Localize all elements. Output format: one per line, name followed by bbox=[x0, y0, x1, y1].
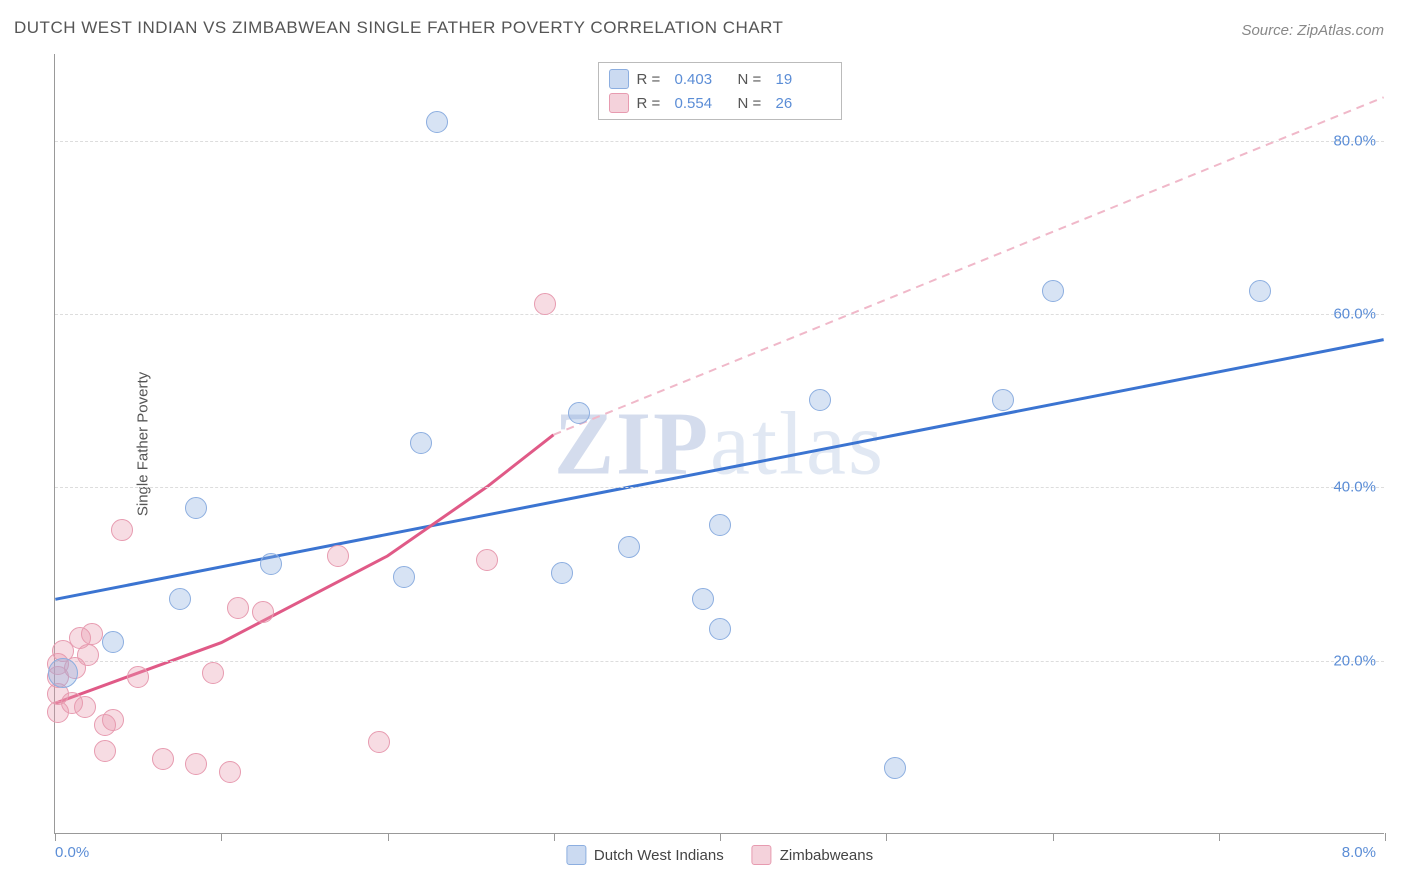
data-point bbox=[185, 753, 207, 775]
data-point bbox=[81, 623, 103, 645]
data-point bbox=[327, 545, 349, 567]
legend-item: Zimbabweans bbox=[752, 845, 873, 865]
x-tick bbox=[720, 833, 721, 841]
data-point bbox=[568, 402, 590, 424]
legend-n-value: 26 bbox=[776, 95, 831, 112]
data-point bbox=[252, 601, 274, 623]
data-point bbox=[111, 519, 133, 541]
data-point bbox=[476, 549, 498, 571]
data-point bbox=[884, 757, 906, 779]
data-point bbox=[1042, 280, 1064, 302]
gridline bbox=[55, 141, 1384, 142]
watermark: ZIPatlas bbox=[554, 392, 885, 495]
data-point bbox=[94, 740, 116, 762]
chart-title: DUTCH WEST INDIAN VS ZIMBABWEAN SINGLE F… bbox=[14, 18, 783, 38]
gridline bbox=[55, 487, 1384, 488]
x-tick bbox=[886, 833, 887, 841]
x-tick bbox=[1219, 833, 1220, 841]
correlation-legend: R = 0.403 N = 19 R = 0.554 N = 26 bbox=[598, 62, 842, 120]
data-point bbox=[1249, 280, 1271, 302]
data-point bbox=[77, 644, 99, 666]
gridline bbox=[55, 314, 1384, 315]
data-point bbox=[152, 748, 174, 770]
x-tick bbox=[388, 833, 389, 841]
gridline bbox=[55, 661, 1384, 662]
legend-label: Dutch West Indians bbox=[594, 847, 724, 864]
y-tick-label: 40.0% bbox=[1333, 479, 1376, 496]
legend-row: R = 0.554 N = 26 bbox=[609, 91, 831, 115]
data-point bbox=[393, 566, 415, 588]
data-point bbox=[534, 293, 556, 315]
data-point bbox=[809, 389, 831, 411]
data-point bbox=[185, 497, 207, 519]
data-point bbox=[102, 631, 124, 653]
data-point bbox=[74, 696, 96, 718]
x-tick bbox=[1053, 833, 1054, 841]
data-point bbox=[48, 658, 78, 688]
legend-swatch bbox=[609, 69, 629, 89]
legend-r-label: R = bbox=[637, 95, 667, 112]
legend-swatch bbox=[752, 845, 772, 865]
x-tick bbox=[221, 833, 222, 841]
data-point bbox=[692, 588, 714, 610]
data-point bbox=[709, 514, 731, 536]
data-point bbox=[410, 432, 432, 454]
y-tick-label: 20.0% bbox=[1333, 652, 1376, 669]
legend-r-label: R = bbox=[637, 71, 667, 88]
data-point bbox=[551, 562, 573, 584]
legend-row: R = 0.403 N = 19 bbox=[609, 67, 831, 91]
y-tick-label: 60.0% bbox=[1333, 306, 1376, 323]
series-legend: Dutch West Indians Zimbabweans bbox=[566, 845, 873, 865]
x-tick bbox=[55, 833, 56, 841]
legend-r-value: 0.554 bbox=[675, 95, 730, 112]
data-point bbox=[260, 553, 282, 575]
legend-n-label: N = bbox=[738, 95, 768, 112]
legend-swatch bbox=[566, 845, 586, 865]
plot-area: Single Father Poverty ZIPatlas R = 0.403 N… bbox=[54, 54, 1384, 834]
data-point bbox=[102, 709, 124, 731]
trend-lines-layer bbox=[55, 54, 1384, 833]
data-point bbox=[219, 761, 241, 783]
data-point bbox=[709, 618, 731, 640]
legend-swatch bbox=[609, 93, 629, 113]
legend-r-value: 0.403 bbox=[675, 71, 730, 88]
chart-container: DUTCH WEST INDIAN VS ZIMBABWEAN SINGLE F… bbox=[0, 0, 1406, 892]
x-tick bbox=[554, 833, 555, 841]
data-point bbox=[127, 666, 149, 688]
data-point bbox=[202, 662, 224, 684]
data-point bbox=[169, 588, 191, 610]
data-point bbox=[368, 731, 390, 753]
data-point bbox=[426, 111, 448, 133]
x-tick-label: 8.0% bbox=[1342, 844, 1376, 861]
legend-item: Dutch West Indians bbox=[566, 845, 724, 865]
data-point bbox=[618, 536, 640, 558]
y-tick-label: 80.0% bbox=[1333, 132, 1376, 149]
legend-n-label: N = bbox=[738, 71, 768, 88]
x-tick bbox=[1385, 833, 1386, 841]
data-point bbox=[227, 597, 249, 619]
legend-n-value: 19 bbox=[776, 71, 831, 88]
data-point bbox=[992, 389, 1014, 411]
legend-label: Zimbabweans bbox=[780, 847, 873, 864]
x-tick-label: 0.0% bbox=[55, 844, 89, 861]
y-axis-label: Single Father Poverty bbox=[135, 371, 152, 515]
source-attribution: Source: ZipAtlas.com bbox=[1241, 22, 1384, 39]
